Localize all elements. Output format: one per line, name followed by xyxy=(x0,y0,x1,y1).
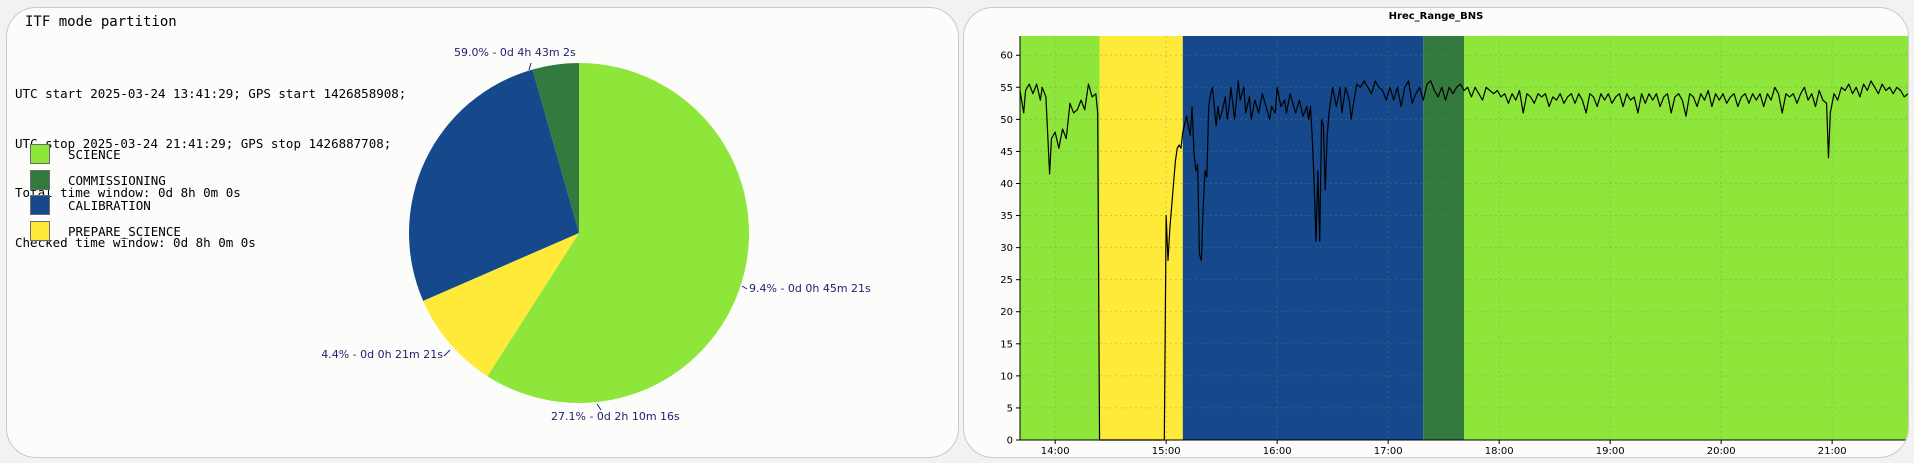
pie-slice-label: 9.4% - 0d 0h 45m 21s xyxy=(749,282,871,295)
y-tick-label: 40 xyxy=(1000,179,1013,190)
legend-swatch xyxy=(30,144,50,164)
y-tick-label: 25 xyxy=(1000,275,1013,286)
pie-slice-calibration xyxy=(409,69,579,301)
mode-band-science xyxy=(1020,36,1100,440)
x-tick-label: 20:00 xyxy=(1707,446,1736,457)
pie-label-leader xyxy=(596,403,602,411)
x-tick-label: 17:00 xyxy=(1374,446,1403,457)
x-tick-label: 19:00 xyxy=(1596,446,1625,457)
mode-band-science xyxy=(1464,36,1908,440)
legend-swatch xyxy=(30,169,50,190)
y-tick-label: 10 xyxy=(1000,371,1013,382)
info-line-utc-start: UTC start 2025-03-24 13:41:29; GPS start… xyxy=(15,86,407,101)
x-tick-label: 21:00 xyxy=(1818,446,1847,457)
y-tick-label: 35 xyxy=(1000,211,1013,222)
pie-slice-label: 27.1% - 0d 2h 10m 16s xyxy=(551,410,680,423)
x-tick-label: 14:00 xyxy=(1041,446,1070,457)
mode-band-prepare-science xyxy=(1099,36,1183,440)
y-tick-label: 0 xyxy=(1007,436,1013,447)
y-tick-label: 15 xyxy=(1000,339,1013,350)
y-tick-label: 55 xyxy=(1000,83,1013,94)
pie-slice-prepare-science xyxy=(423,233,579,377)
mode-pie-chart: 59.0% - 0d 4h 43m 2s 9.4% - 0d 0h 45m 21s… xyxy=(321,46,871,423)
y-tick-label: 45 xyxy=(1000,147,1013,158)
pie-label-leader xyxy=(528,62,532,71)
pie-label-leader xyxy=(443,349,451,357)
legend-label: SCIENCE xyxy=(68,147,121,162)
legend-swatch xyxy=(30,220,50,241)
panel-title: ITF mode partition xyxy=(25,14,177,30)
x-tick-label: 18:00 xyxy=(1485,446,1514,457)
legend-label: CALIBRATION xyxy=(68,198,151,213)
time-window-info: UTC start 2025-03-24 13:41:29; GPS start… xyxy=(15,53,406,284)
y-tick-label: 20 xyxy=(1000,307,1013,318)
pie-slice-science xyxy=(487,63,749,403)
range-timeseries-panel: Hrec_Range_BNS 0 5 10 15 20 25 30 35 40 45 50 55 60 14… xyxy=(963,7,1909,458)
mode-band-commissioning xyxy=(1423,36,1464,440)
range-series-line xyxy=(1019,80,1908,441)
mode-band-calibration xyxy=(1182,36,1424,440)
legend-swatch xyxy=(30,195,50,215)
x-tick-label: 15:00 xyxy=(1152,446,1181,457)
mode-partition-panel: ITF mode partition UTC start 2025-03-24 … xyxy=(6,7,959,458)
y-tick-label: 30 xyxy=(1000,243,1013,254)
info-line-checked-window: Checked time window: 0d 8h 0m 0s xyxy=(15,234,256,250)
legend-label: PREPARE_SCIENCE xyxy=(68,223,181,239)
pie-slice-label: 4.4% - 0d 0h 21m 21s xyxy=(321,348,443,361)
x-tick-label: 16:00 xyxy=(1263,446,1292,457)
pie-label-leader xyxy=(741,285,748,290)
y-tick-label: 5 xyxy=(1007,403,1013,414)
legend-label: COMMISSIONING xyxy=(68,172,166,188)
y-tick-label: 50 xyxy=(1000,115,1013,126)
chart-title: Hrec_Range_BNS xyxy=(1389,11,1484,22)
pie-slice-commissioning xyxy=(532,63,579,233)
pie-slice-label: 59.0% - 0d 4h 43m 2s xyxy=(454,46,576,59)
hrec-range-chart: Hrec_Range_BNS 0 5 10 15 20 25 30 35 40 45 50 55 60 14… xyxy=(1000,11,1908,457)
info-line-utc-stop: UTC stop 2025-03-24 21:41:29; GPS stop 1… xyxy=(15,135,392,151)
y-tick-label: 60 xyxy=(1000,51,1013,62)
